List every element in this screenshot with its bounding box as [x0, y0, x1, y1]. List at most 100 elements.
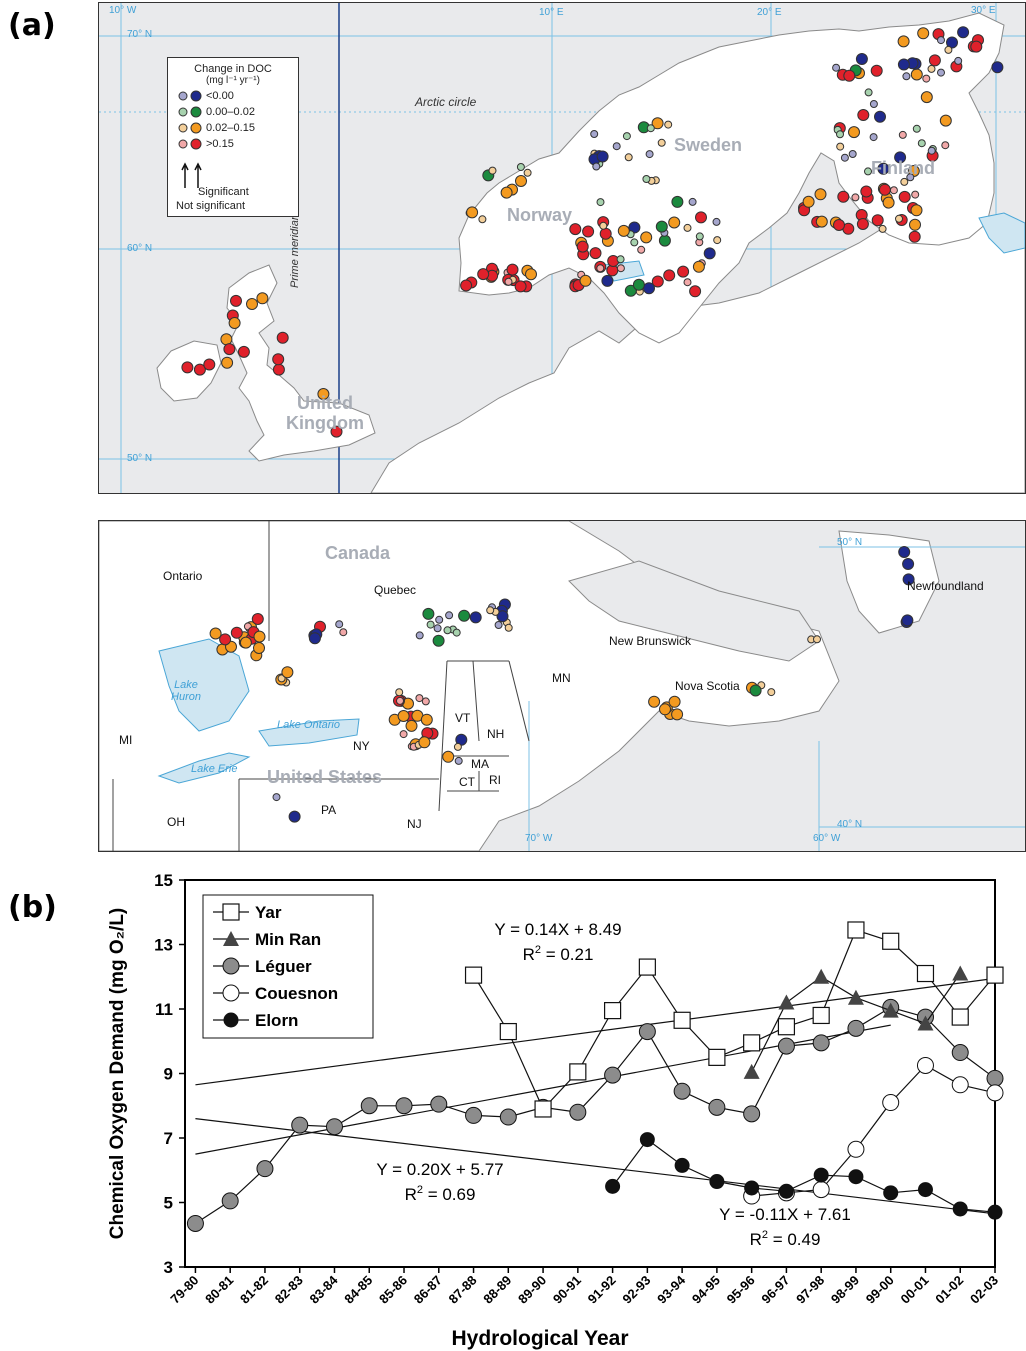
site-marker [832, 63, 841, 72]
x-tick-label: 02-03 [967, 1273, 1001, 1307]
site-marker [869, 133, 878, 142]
chart-annotations: Y = 0.14X + 8.49 R2 = 0.21 Y = 0.20X + 5.7… [376, 920, 851, 1249]
regression-equation: Y = -0.11X + 7.61 [719, 1205, 851, 1224]
site-marker [833, 219, 845, 231]
lon-label-10w: 10° W [109, 5, 137, 16]
site-marker [677, 265, 690, 278]
x-tick-label: 98-99 [828, 1273, 862, 1307]
site-marker [840, 153, 849, 162]
label-lake-erie: Lake Erie [191, 763, 238, 775]
legend-item: <0.00 [178, 88, 298, 104]
y-tick-label: 7 [164, 1129, 173, 1148]
site-marker [848, 150, 857, 158]
data-point [221, 1192, 239, 1210]
site-marker [276, 331, 289, 344]
europe-site-markers [181, 26, 1004, 438]
site-marker [664, 120, 673, 129]
legend-label: Léguer [255, 957, 312, 976]
site-marker [897, 35, 910, 48]
site-marker [221, 356, 234, 369]
site-marker [435, 615, 444, 624]
site-marker [851, 193, 860, 202]
site-marker [941, 141, 950, 150]
site-marker [228, 317, 241, 329]
site-marker [970, 40, 983, 53]
lon-label-70w: 70° W [525, 833, 553, 844]
trendline [195, 1118, 996, 1215]
legend-marker [223, 931, 239, 946]
site-marker [668, 695, 681, 708]
site-marker [432, 634, 445, 647]
y-tick-label: 11 [155, 1000, 173, 1019]
legend-item: >0.15 [178, 136, 298, 152]
x-tick-label: 93-94 [654, 1272, 689, 1307]
site-marker [246, 298, 258, 310]
label-ma: MA [471, 757, 489, 771]
data-point [848, 1169, 864, 1185]
site-marker [504, 277, 513, 286]
data-point [847, 1019, 865, 1037]
site-marker [749, 684, 762, 697]
site-marker [857, 109, 870, 121]
x-tick-label: 89-90 [515, 1273, 549, 1307]
site-marker [957, 26, 970, 39]
site-marker [939, 114, 952, 127]
data-point [743, 1105, 761, 1123]
data-point [847, 1140, 865, 1158]
site-marker [272, 363, 285, 376]
site-marker [692, 260, 705, 273]
site-marker [193, 363, 206, 376]
data-point [186, 1214, 204, 1232]
site-marker [937, 68, 945, 77]
label-pa: PA [321, 803, 337, 817]
site-marker [901, 614, 914, 627]
x-tick-label: 97-98 [793, 1273, 827, 1307]
data-point [882, 1094, 900, 1112]
site-marker [442, 750, 455, 763]
data-point [534, 1100, 552, 1118]
site-marker [655, 220, 668, 233]
site-marker [421, 697, 430, 706]
cod-line-chart: 3 5 7 9 11 13 15 79-80 80-81 81-82 82-83 83-84 84-85… [107, 871, 1004, 1350]
site-marker [882, 196, 895, 209]
site-marker [596, 198, 605, 207]
lon-label-30e: 30° E [971, 5, 996, 16]
site-marker [695, 232, 704, 241]
site-marker [848, 126, 860, 139]
site-marker [592, 162, 601, 171]
data-point [673, 1082, 691, 1100]
site-marker [897, 58, 910, 71]
site-marker [815, 215, 828, 228]
newfoundland-landmass [838, 530, 940, 634]
data-point [847, 921, 865, 939]
chart-legend: Yar Min Ran Léguer Couesnon Elorn [202, 894, 374, 1039]
x-tick-label: 84-85 [341, 1273, 375, 1307]
site-marker [219, 633, 232, 646]
site-marker [889, 186, 898, 195]
site-marker [612, 142, 621, 151]
data-point [744, 1180, 760, 1196]
site-marker [516, 163, 525, 171]
country-label-sweden: Sweden [674, 135, 743, 155]
legend-title: Change in DOC [194, 63, 272, 75]
label-new-brunswick: New Brunswick [609, 634, 692, 648]
site-marker [395, 688, 404, 697]
legend-swatch [178, 106, 202, 118]
data-point [708, 1048, 726, 1066]
data-point [778, 994, 795, 1010]
site-marker [630, 238, 639, 247]
data-point [430, 1095, 448, 1113]
site-marker [514, 280, 527, 293]
legend-swatch [178, 90, 202, 102]
data-point [812, 1034, 830, 1052]
label-nj: NJ [407, 817, 422, 831]
data-point [813, 968, 830, 984]
data-point [847, 989, 864, 1005]
site-marker [599, 227, 612, 240]
legend-dot-sig [190, 106, 202, 118]
site-marker [869, 100, 878, 108]
site-marker [230, 294, 242, 307]
site-marker [466, 206, 479, 219]
site-marker [624, 153, 633, 162]
site-marker [454, 756, 463, 765]
